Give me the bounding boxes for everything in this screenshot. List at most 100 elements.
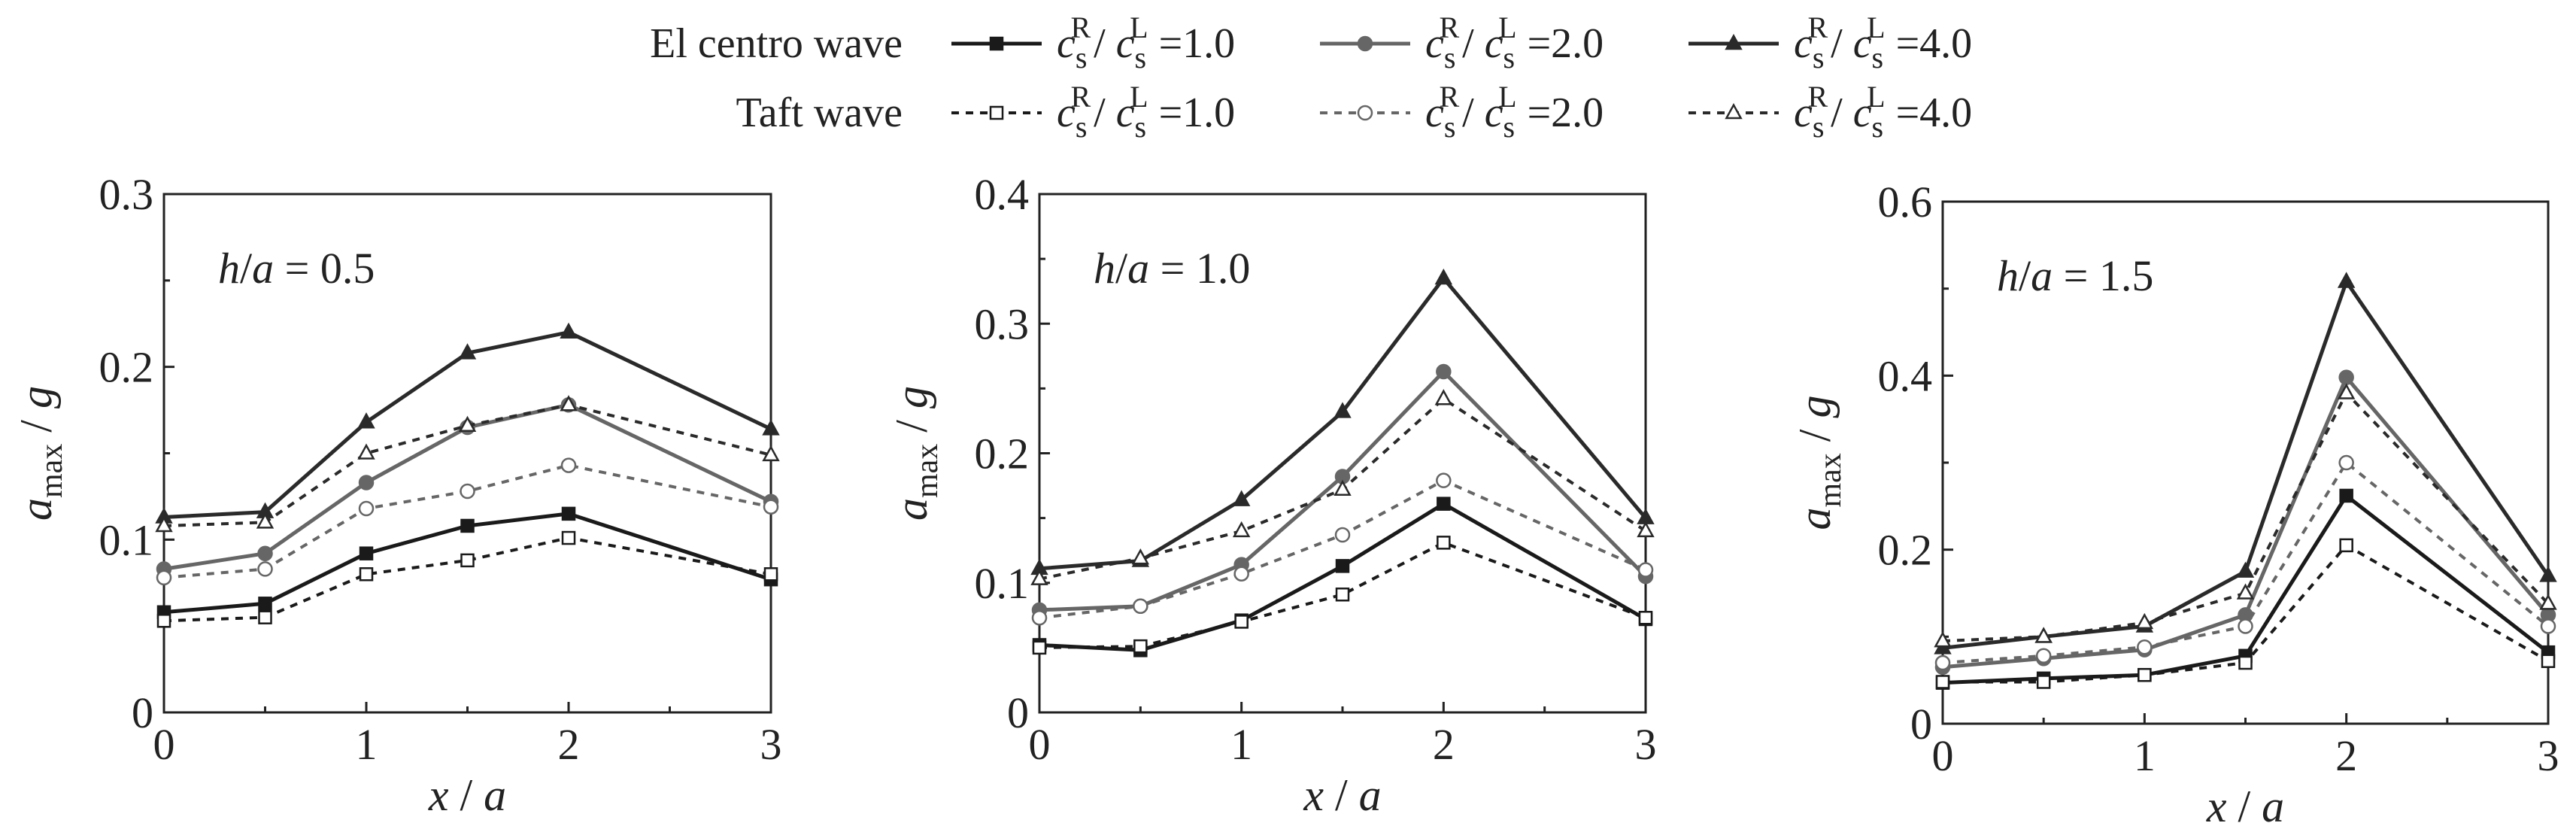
data-point	[2540, 618, 2556, 634]
legend-marker	[989, 36, 1004, 51]
legend-marker	[1357, 105, 1373, 121]
panel-annotation: h/a = 1.5	[1997, 251, 2153, 300]
y-tick-label: 0.3	[975, 299, 1030, 348]
y-tick-label: 0.1	[99, 515, 154, 564]
data-point	[2236, 583, 2255, 600]
y-tick-label: 0	[132, 688, 153, 737]
y-axis-title: amax / g	[11, 386, 69, 521]
data-point	[460, 553, 475, 568]
data-point	[763, 567, 778, 582]
data-point	[561, 506, 576, 521]
data-point	[1638, 611, 1653, 625]
data-point	[2337, 272, 2356, 288]
legend-entry: csR/ csL =1.0	[951, 11, 1235, 74]
data-point	[1334, 402, 1352, 418]
data-point	[258, 597, 272, 611]
series	[155, 395, 780, 533]
series-line	[1942, 391, 2550, 643]
data-point	[1133, 639, 1148, 654]
data-point	[257, 545, 273, 561]
data-point	[1437, 536, 1451, 550]
legend: El centro wave csR/ csL =1.0 csR/ csL =2.0…	[650, 11, 1972, 144]
series-line	[1942, 375, 2550, 670]
x-tick-label: 1	[356, 720, 378, 769]
data-point	[1436, 472, 1452, 488]
x-tick-label: 1	[1230, 720, 1252, 769]
x-axis-title: x / a	[2206, 782, 2284, 823]
series	[1031, 472, 1654, 626]
series-line	[163, 330, 772, 519]
data-point	[1234, 615, 1249, 629]
legend-entry: csR/ csL =4.0	[1689, 11, 1972, 74]
legend-entry-label: csR/ csL =4.0	[1794, 80, 1972, 144]
series-line	[1039, 369, 1647, 612]
data-point	[458, 343, 477, 360]
data-point	[2539, 566, 2557, 582]
data-point	[1334, 527, 1351, 543]
data-point	[359, 546, 374, 560]
data-point	[2238, 655, 2253, 670]
series	[1030, 389, 1655, 585]
x-tick-label: 2	[558, 720, 580, 769]
data-point	[155, 515, 173, 533]
chart-panel: 0 1 2 3 0 0.1 0.2 0.3 x / a amax / g h/a = 0.5	[11, 170, 782, 820]
data-point	[1934, 654, 1951, 671]
x-axis-title: x / a	[1303, 770, 1381, 820]
legend-group-label: Taft wave	[736, 90, 903, 136]
x-axis-title: x / a	[428, 770, 506, 820]
series	[155, 322, 780, 524]
data-point	[1934, 631, 1952, 648]
data-point	[257, 561, 273, 577]
legend-entry-label: csR/ csL =4.0	[1794, 11, 1972, 74]
legend-entry-label: csR/ csL =2.0	[1425, 11, 1604, 74]
data-point	[2035, 648, 2052, 664]
x-tick-label: 3	[2538, 731, 2559, 780]
x-tick-label: 0	[1029, 720, 1051, 769]
y-tick-label: 0.1	[975, 559, 1030, 608]
y-tick-label: 0.3	[99, 170, 154, 219]
y-tick-label: 0.2	[1878, 526, 1933, 575]
data-point	[1031, 610, 1048, 626]
data-point	[458, 415, 477, 433]
data-point	[460, 518, 475, 533]
series-line	[1942, 493, 2550, 685]
series	[1934, 454, 2556, 671]
series	[1935, 538, 2556, 689]
data-point	[560, 322, 578, 339]
data-point	[560, 457, 577, 473]
series-line	[163, 512, 772, 615]
series	[156, 506, 778, 620]
data-point	[762, 419, 780, 436]
data-point	[156, 614, 171, 628]
data-point	[1437, 497, 1451, 511]
x-tick-label: 1	[2134, 731, 2156, 780]
y-tick-label: 0.4	[1878, 351, 1933, 400]
series-line	[163, 402, 772, 571]
data-point	[357, 412, 375, 429]
data-point	[2137, 639, 2153, 655]
chart-panel: 0 1 2 3 0 0.2 0.4 0.6 x / a amax / g h/a = 1.5	[1790, 178, 2559, 823]
y-axis-title: amax / g	[1790, 396, 1848, 530]
data-point	[1335, 588, 1350, 602]
series-line	[1039, 478, 1646, 620]
chart-panels: 0 1 2 3 0 0.1 0.2 0.3 x / a amax / g h/a = 0.5 0 1 2 3…	[11, 170, 2559, 823]
legend-entry: csR/ csL =2.0	[1320, 11, 1604, 74]
legend-entry: csR/ csL =4.0	[1689, 80, 1972, 144]
legend-marker	[1725, 102, 1743, 120]
data-point	[2034, 627, 2053, 643]
data-point	[763, 499, 779, 515]
legend-entry-label: csR/ csL =1.0	[1057, 80, 1235, 144]
series	[1032, 497, 1653, 657]
y-tick-label: 0.2	[99, 343, 154, 392]
data-point	[1232, 521, 1251, 538]
data-point	[460, 483, 475, 500]
data-point	[156, 569, 172, 586]
data-point	[1232, 490, 1251, 506]
legend-entry: csR/ csL =2.0	[1320, 80, 1604, 144]
series-line	[1039, 276, 1647, 571]
data-point	[1334, 479, 1352, 497]
data-point	[1434, 389, 1453, 405]
legend-marker	[1357, 35, 1373, 52]
series	[1032, 536, 1653, 655]
data-point	[1434, 268, 1453, 285]
